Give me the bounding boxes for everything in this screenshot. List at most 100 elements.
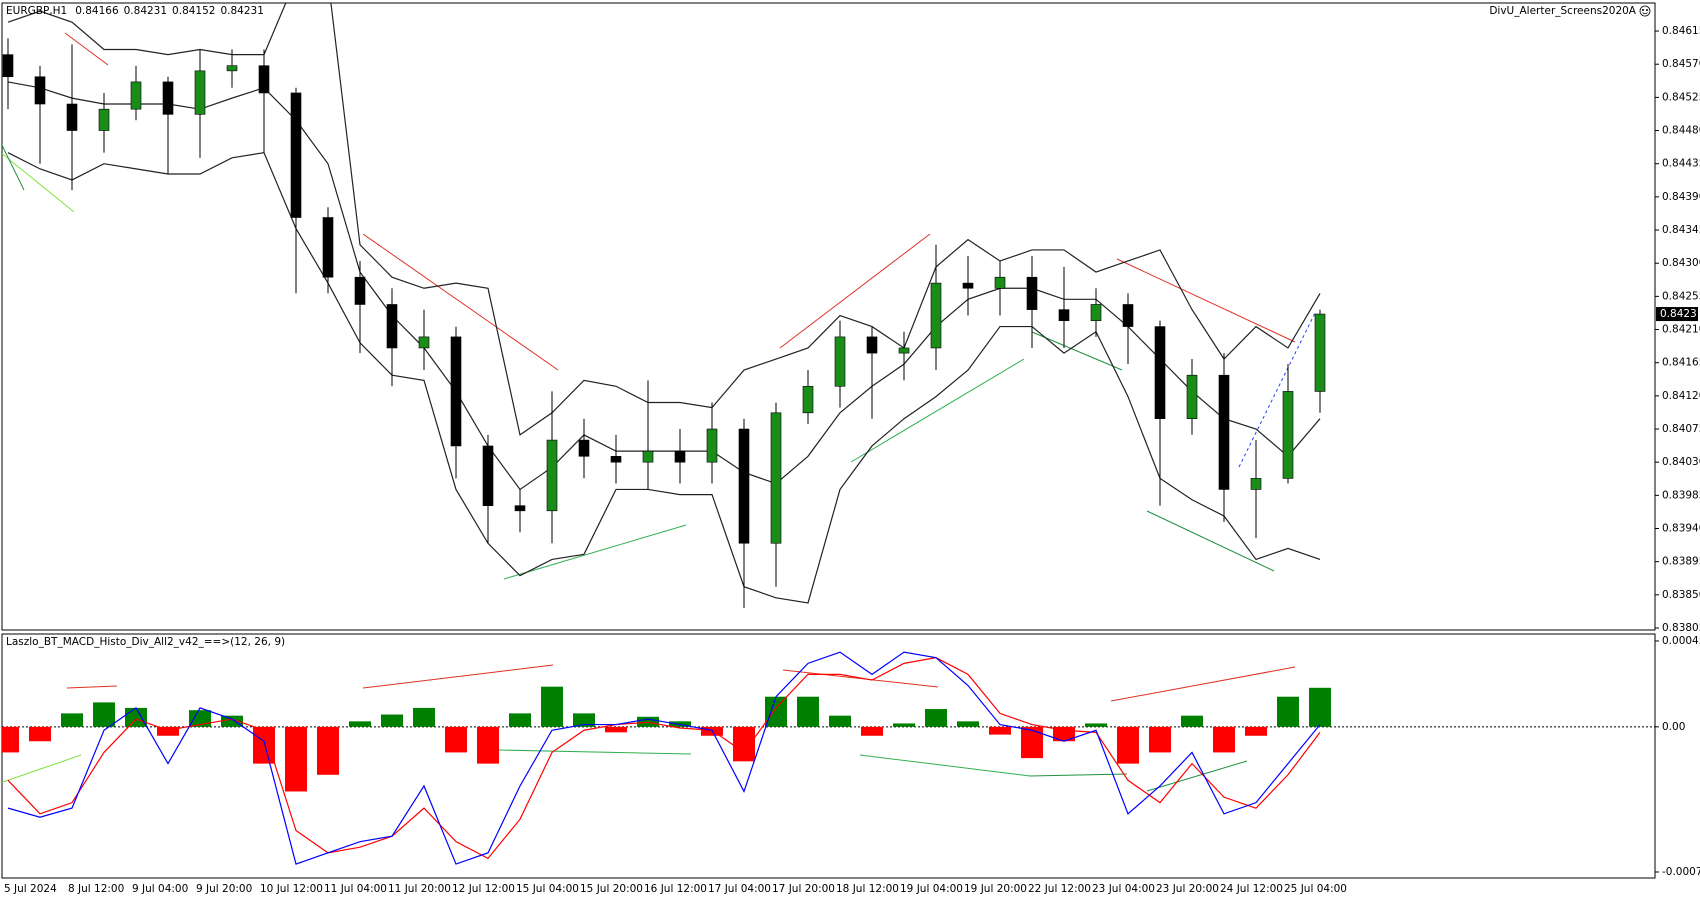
x-tick-label: 22 Jul 12:00	[1028, 883, 1091, 895]
histogram-bar	[317, 726, 339, 775]
histogram-bar	[605, 726, 627, 733]
divergence-line	[1110, 666, 1296, 702]
x-tick-label: 11 Jul 04:00	[324, 883, 387, 895]
y-tick-label: -0.000766	[1662, 866, 1700, 878]
histogram-bar	[1021, 726, 1043, 759]
histogram-bar	[1181, 715, 1203, 727]
histogram-bar	[349, 721, 371, 727]
band-middle	[7, 81, 1321, 491]
histogram-bar	[413, 707, 435, 727]
macd-title: Laszlo_BT_MACD_Histo_Div_All2_v42_==>(12…	[6, 636, 285, 648]
divergence-line	[503, 524, 687, 580]
divergence-line	[779, 233, 931, 349]
candle-body	[162, 81, 174, 115]
macd-panel	[1, 633, 1656, 879]
histogram-bar	[2, 726, 19, 753]
projection-line	[1238, 312, 1316, 468]
x-tick-label: 12 Jul 12:00	[452, 883, 515, 895]
candle-body	[354, 276, 366, 305]
ohlc-low: 0.84152	[172, 5, 215, 17]
x-tick-label: 19 Jul 04:00	[900, 883, 963, 895]
histogram-bar	[509, 713, 531, 727]
histogram-bar	[765, 696, 787, 727]
divergence-line	[859, 754, 1031, 777]
x-tick-label: 11 Jul 20:00	[388, 883, 451, 895]
x-tick-label: 15 Jul 04:00	[516, 883, 579, 895]
price-panel	[1, 2, 1656, 631]
band-lower	[7, 151, 1321, 604]
divergence-line	[498, 749, 692, 755]
candle-body	[866, 336, 878, 354]
candle-body	[1058, 309, 1070, 321]
divergence-line	[850, 358, 1025, 463]
candle-body	[290, 92, 302, 218]
histogram-bar	[1117, 726, 1139, 764]
chart-header: EURGBP,H1 0.84166 0.84231 0.84152 0.84231	[6, 5, 264, 17]
x-tick-label: 17 Jul 04:00	[708, 883, 771, 895]
candle-body	[546, 439, 558, 512]
y-tick-label: 0.84255	[1662, 290, 1700, 302]
candle-body	[386, 304, 398, 349]
histogram-bar	[541, 686, 563, 727]
candle-body	[130, 81, 142, 110]
divergence-line	[64, 32, 109, 66]
divergence-lines	[2, 32, 1316, 580]
histogram-bar	[925, 709, 947, 727]
histogram-bar	[285, 726, 307, 792]
candle-body	[578, 439, 590, 457]
divergence-line	[1029, 773, 1128, 777]
divergence-line	[362, 233, 559, 371]
candle-body	[66, 103, 78, 131]
candle-body	[642, 450, 654, 463]
x-tick-label: 15 Jul 20:00	[580, 883, 643, 895]
histogram-bar	[1277, 696, 1299, 727]
x-tick-label: 19 Jul 20:00	[964, 883, 1027, 895]
y-tick-label: 0.84345	[1662, 224, 1700, 236]
divergence-line	[1116, 258, 1296, 343]
candle-body	[898, 347, 910, 354]
ohlc-high: 0.84231	[124, 5, 167, 17]
histogram-bar	[989, 726, 1011, 735]
histogram-bar	[829, 715, 851, 727]
histogram-bar	[1309, 687, 1331, 727]
candle-body	[1250, 478, 1262, 490]
candle-body	[770, 412, 782, 544]
histogram-bar	[125, 707, 147, 727]
candle-body	[482, 445, 494, 506]
y-tick-label: 0.83805	[1662, 622, 1700, 634]
candle-body	[930, 282, 942, 349]
candle-body	[194, 70, 206, 115]
current-price: 0.84231	[1660, 308, 1700, 320]
candle-body	[674, 450, 686, 463]
histogram-bar	[1245, 726, 1267, 736]
candle-body	[226, 65, 238, 72]
histogram-bar	[797, 696, 819, 727]
candle-body	[802, 385, 814, 414]
histogram-bar	[253, 726, 275, 764]
divergence-line	[2, 143, 25, 191]
candle-body	[322, 217, 334, 278]
candle-body	[834, 336, 846, 387]
candle-body	[1218, 374, 1230, 490]
histogram-bar	[445, 726, 467, 753]
candle-body	[962, 282, 974, 289]
histogram-bar	[1085, 723, 1107, 727]
candle-body	[258, 65, 270, 94]
y-tick-label: 0.00	[1662, 721, 1685, 733]
y-tick-label: 0.84525	[1662, 91, 1700, 103]
x-tick-label: 5 Jul 2024	[4, 883, 57, 895]
divergence-line	[1146, 510, 1275, 572]
y-tick-label: 0.84435	[1662, 158, 1700, 170]
y-tick-label: 0.000453	[1662, 635, 1700, 647]
histogram-bar	[221, 715, 243, 727]
histogram-bar	[93, 702, 115, 727]
candle-body	[34, 76, 46, 105]
divergence-line	[1146, 760, 1248, 792]
divergence-line	[66, 685, 118, 689]
